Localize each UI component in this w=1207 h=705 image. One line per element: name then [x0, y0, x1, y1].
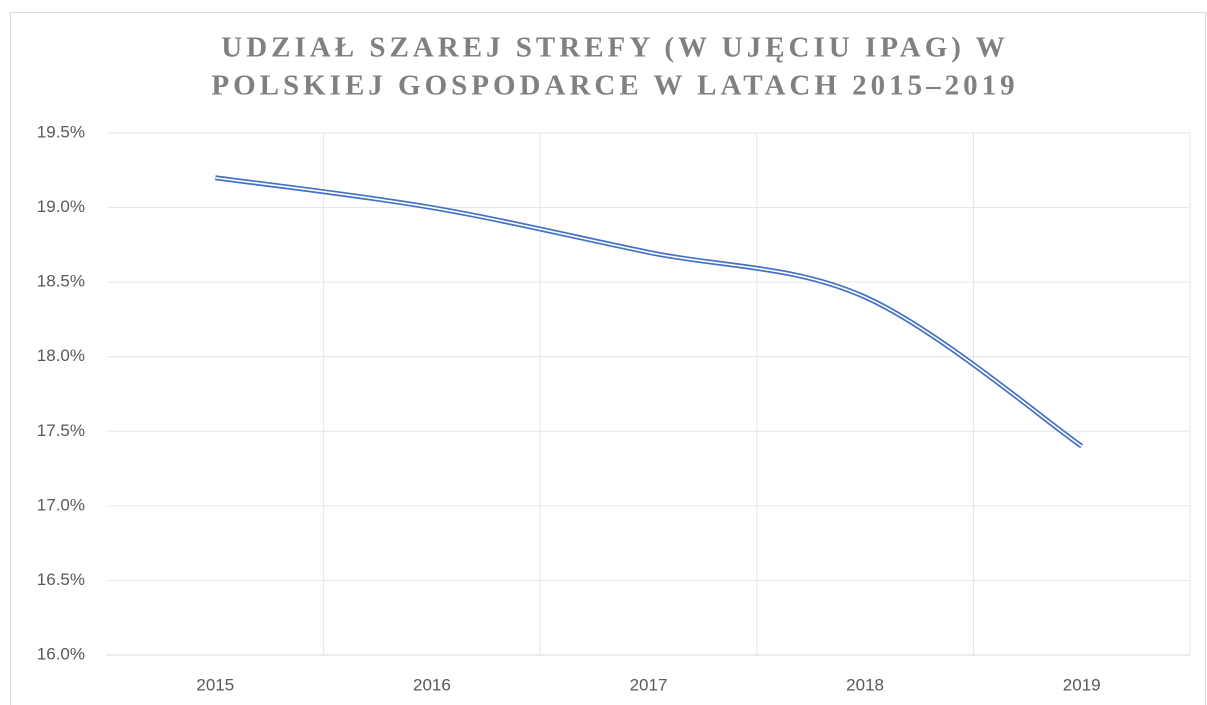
- y-tick-label: 18.5%: [37, 272, 85, 291]
- y-tick-label: 16.5%: [37, 570, 85, 589]
- y-tick-label: 19.0%: [37, 197, 85, 216]
- y-tick-label: 19.5%: [37, 122, 85, 141]
- x-tick-label: 2016: [413, 675, 451, 694]
- y-tick-label: 18.0%: [37, 346, 85, 365]
- x-tick-label: 2019: [1063, 675, 1101, 694]
- line-series-inner: [215, 176, 1083, 447]
- x-tick-label: 2015: [196, 675, 234, 694]
- x-tick-label: 2018: [846, 675, 884, 694]
- chart-title: UDZIAŁ SZAREJ STREFY (W UJĘCIU IPAG) W: [221, 32, 1008, 64]
- y-tick-label: 17.5%: [37, 421, 85, 440]
- x-tick-label: 2017: [630, 675, 668, 694]
- line-series: [214, 175, 1084, 449]
- y-tick-label: 16.0%: [37, 644, 85, 663]
- chart-title: POLSKIEJ GOSPODARCE W LATACH 2015–2019: [211, 70, 1018, 102]
- chart-border: [10, 12, 1206, 705]
- y-tick-label: 17.0%: [37, 495, 85, 514]
